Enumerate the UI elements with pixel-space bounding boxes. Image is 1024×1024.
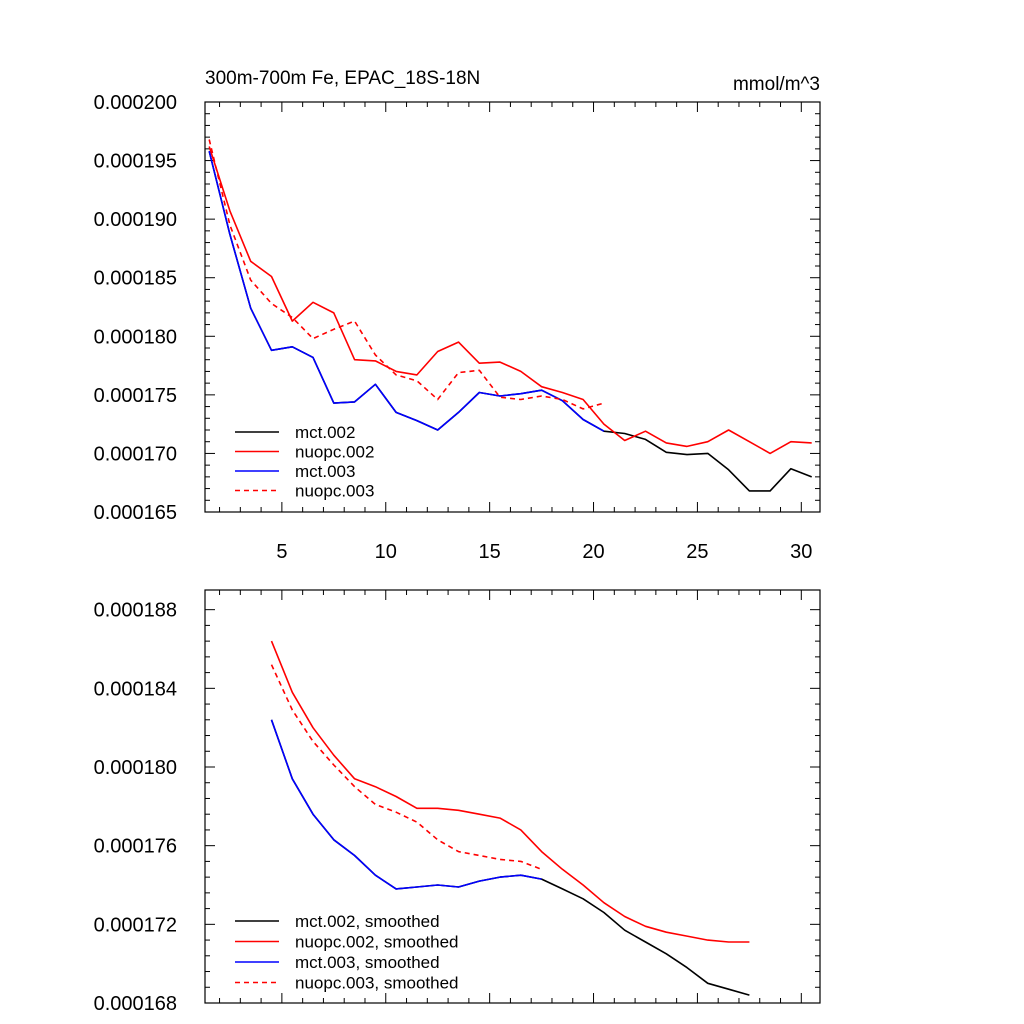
y-tick-label: 0.000188 — [94, 600, 177, 622]
legend-label: mct.003 — [295, 462, 355, 481]
legend-label: mct.003, smoothed — [295, 953, 440, 972]
plot-frame — [204, 101, 821, 513]
y-tick-label: 0.000168 — [94, 993, 177, 1015]
y-tick-label: 0.000190 — [94, 209, 177, 231]
y-tick-label: 0.000184 — [94, 678, 177, 700]
x-tick-label: 25 — [686, 541, 708, 563]
chart-title: 300m-700m Fe, EPAC_18S-18N — [205, 68, 480, 89]
series-line-3 — [270, 664, 542, 871]
series-line-1 — [270, 640, 750, 943]
y-tick-label: 0.000172 — [94, 914, 177, 936]
chart-top: 0.000165 0.000170 0.000175 0.000180 0.000185… — [94, 68, 821, 563]
x-tick-label: 30 — [790, 541, 812, 563]
x-tick-label: 15 — [479, 541, 501, 563]
y-tick-label: 0.000170 — [94, 443, 177, 465]
y-tick-label: 0.000180 — [94, 326, 177, 348]
legend-label: nuopc.002 — [295, 443, 374, 462]
legend-label: nuopc.003, smoothed — [295, 974, 459, 993]
series-line-1 — [208, 146, 812, 455]
y-tick-label: 0.000200 — [94, 92, 177, 114]
units-label: mmol/m^3 — [733, 74, 820, 95]
y-tick-label: 0.000180 — [94, 757, 177, 779]
series-line-2 — [270, 719, 542, 890]
legend-label: nuopc.002, smoothed — [295, 933, 459, 952]
y-tick-label: 0.000185 — [94, 268, 177, 290]
series-line-3 — [208, 139, 605, 410]
y-tick-label: 0.000176 — [94, 836, 177, 858]
x-tick-label: 20 — [582, 541, 604, 563]
y-tick-label: 0.000195 — [94, 151, 177, 173]
chart-bottom: 0.000168 0.000172 0.000176 0.000180 0.000184… — [94, 589, 821, 1015]
y-tick-label: 0.000165 — [94, 502, 177, 524]
x-tick-label: 5 — [276, 541, 287, 563]
legend-label: nuopc.003 — [295, 482, 374, 501]
series-line-2 — [208, 151, 605, 432]
legend-label: mct.002 — [295, 423, 355, 442]
plot-frame — [204, 589, 821, 1004]
legend-label: mct.002, smoothed — [295, 912, 440, 931]
y-tick-label: 0.000175 — [94, 385, 177, 407]
x-tick-label: 10 — [375, 541, 397, 563]
